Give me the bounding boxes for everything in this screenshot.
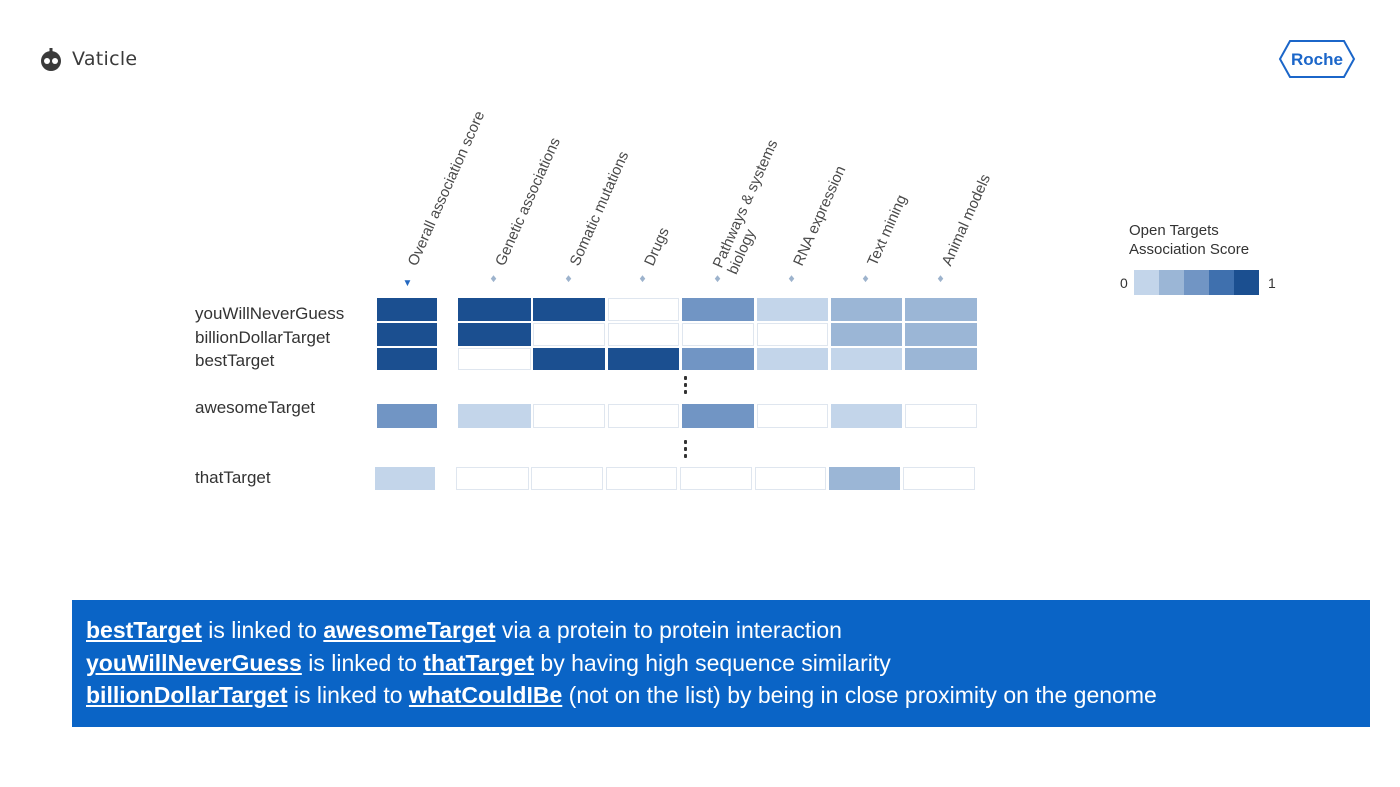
banner-text: (not on the list) by being in close prox… xyxy=(562,682,1157,708)
row-label[interactable]: billionDollarTarget xyxy=(195,328,331,347)
heatmap-cell[interactable] xyxy=(905,323,977,346)
banner-text: is linked to xyxy=(287,682,409,708)
heatmap-cell[interactable] xyxy=(458,404,531,428)
legend-title: Open Targets Association Score xyxy=(1129,221,1249,259)
heatmap-cell[interactable] xyxy=(905,298,977,321)
banner-text: is linked to xyxy=(201,617,324,643)
sort-icon[interactable]: ◆ xyxy=(565,273,571,283)
ellipsis-icon xyxy=(684,376,688,397)
heatmap-cell[interactable] xyxy=(905,404,977,428)
legend-swatch xyxy=(1134,270,1159,295)
ellipsis-icon xyxy=(684,440,688,461)
heatmap-cell[interactable] xyxy=(755,467,826,490)
heatmap-cell[interactable] xyxy=(456,467,529,490)
row-label[interactable]: awesomeTarget xyxy=(195,398,316,417)
heatmap-cell[interactable] xyxy=(377,404,437,428)
column-header[interactable]: Text mining xyxy=(864,192,911,269)
legend-swatch xyxy=(1234,270,1259,295)
vaticle-robot-icon xyxy=(41,48,61,71)
heatmap-cell[interactable] xyxy=(377,348,437,370)
target-name: whatCouldIBe xyxy=(408,682,563,708)
target-name: billionDollarTarget xyxy=(86,682,288,708)
row-label[interactable]: bestTarget xyxy=(195,351,275,370)
target-name: thatTarget xyxy=(423,649,535,676)
heatmap-cell[interactable] xyxy=(458,348,531,370)
legend-title-line1: Open Targets xyxy=(1129,222,1219,239)
heatmap-cell[interactable] xyxy=(533,404,605,428)
roche-logo-text: Roche xyxy=(1291,50,1343,69)
heatmap-cell[interactable] xyxy=(533,298,605,321)
heatmap-cell[interactable] xyxy=(608,404,679,428)
sort-desc-icon[interactable]: ▼ xyxy=(402,278,413,289)
legend-swatch xyxy=(1184,270,1209,295)
heatmap-cell[interactable] xyxy=(831,298,902,321)
column-header[interactable]: Overall association score xyxy=(404,108,489,269)
heatmap-cell[interactable] xyxy=(606,467,677,490)
banner-text: by having high sequence similarity xyxy=(534,649,891,676)
column-header[interactable]: Animal models xyxy=(938,171,995,269)
sort-icon[interactable]: ◆ xyxy=(714,273,720,283)
legend-swatch xyxy=(1209,270,1234,295)
column-header[interactable]: Drugs xyxy=(641,225,673,269)
heatmap-cell[interactable] xyxy=(682,348,754,370)
heatmap-cell[interactable] xyxy=(903,467,975,490)
banner-line: billionDollarTarget is linked to whatCou… xyxy=(86,679,1356,712)
heatmap-cell[interactable] xyxy=(608,348,679,370)
heatmap-cell[interactable] xyxy=(608,298,679,321)
heatmap-cell[interactable] xyxy=(757,348,828,370)
target-name: bestTarget xyxy=(86,617,202,643)
legend-max-label: 1 xyxy=(1268,275,1276,291)
heatmap-cell[interactable] xyxy=(458,323,531,346)
sort-icon[interactable]: ◆ xyxy=(639,273,646,283)
heatmap-cell[interactable] xyxy=(905,348,977,370)
roche-logo: Roche xyxy=(1278,40,1356,78)
sort-icon[interactable]: ◆ xyxy=(490,273,497,283)
sort-icon[interactable]: ◆ xyxy=(937,273,943,283)
heatmap-cell[interactable] xyxy=(682,298,754,321)
summary-banner: bestTarget is linked to awesomeTarget vi… xyxy=(72,600,1370,727)
heatmap-cell[interactable] xyxy=(531,467,603,490)
legend-color-scale xyxy=(1134,270,1259,295)
heatmap-cell[interactable] xyxy=(533,348,605,370)
heatmap-cell[interactable] xyxy=(533,323,605,346)
column-header[interactable]: Somatic mutations xyxy=(566,148,633,269)
banner-text: is linked to xyxy=(301,649,424,676)
legend-min-label: 0 xyxy=(1120,275,1128,291)
column-header[interactable]: Genetic associations xyxy=(492,135,564,269)
heatmap-cell[interactable] xyxy=(757,298,828,321)
row-label[interactable]: thatTarget xyxy=(195,468,271,487)
heatmap-cell[interactable] xyxy=(375,467,435,490)
heatmap-cell[interactable] xyxy=(608,323,679,346)
heatmap-cell[interactable] xyxy=(458,298,531,321)
target-name: awesomeTarget xyxy=(323,617,496,643)
heatmap-cell[interactable] xyxy=(682,404,754,428)
sort-icon[interactable]: ◆ xyxy=(788,273,795,283)
vaticle-logo: Vaticle xyxy=(38,46,137,72)
column-header[interactable]: Pathways & systems biology xyxy=(710,137,797,277)
heatmap-cell[interactable] xyxy=(829,467,900,490)
heatmap-cell[interactable] xyxy=(831,348,902,370)
heatmap-cell[interactable] xyxy=(377,298,437,321)
heatmap-cell[interactable] xyxy=(757,323,828,346)
heatmap-cell[interactable] xyxy=(831,404,902,428)
column-header[interactable]: RNA expression xyxy=(790,163,850,269)
banner-line: youWillNeverGuess is linked to thatTarge… xyxy=(86,647,1356,680)
target-name: youWillNeverGuess xyxy=(86,649,302,676)
heatmap-cell[interactable] xyxy=(831,323,902,346)
row-label[interactable]: youWillNeverGuess xyxy=(195,304,345,323)
legend-swatch xyxy=(1159,270,1184,295)
sort-icon[interactable]: ◆ xyxy=(862,273,869,283)
vaticle-logo-text: Vaticle xyxy=(72,48,138,70)
legend-title-line2: Association Score xyxy=(1129,241,1250,258)
heatmap-cell[interactable] xyxy=(757,404,828,428)
banner-text: via a protein to protein interaction xyxy=(495,617,842,643)
heatmap-cell[interactable] xyxy=(377,323,437,346)
heatmap-cell[interactable] xyxy=(680,467,752,490)
heatmap-cell[interactable] xyxy=(682,323,754,346)
banner-line: bestTarget is linked to awesomeTarget vi… xyxy=(86,614,1356,647)
